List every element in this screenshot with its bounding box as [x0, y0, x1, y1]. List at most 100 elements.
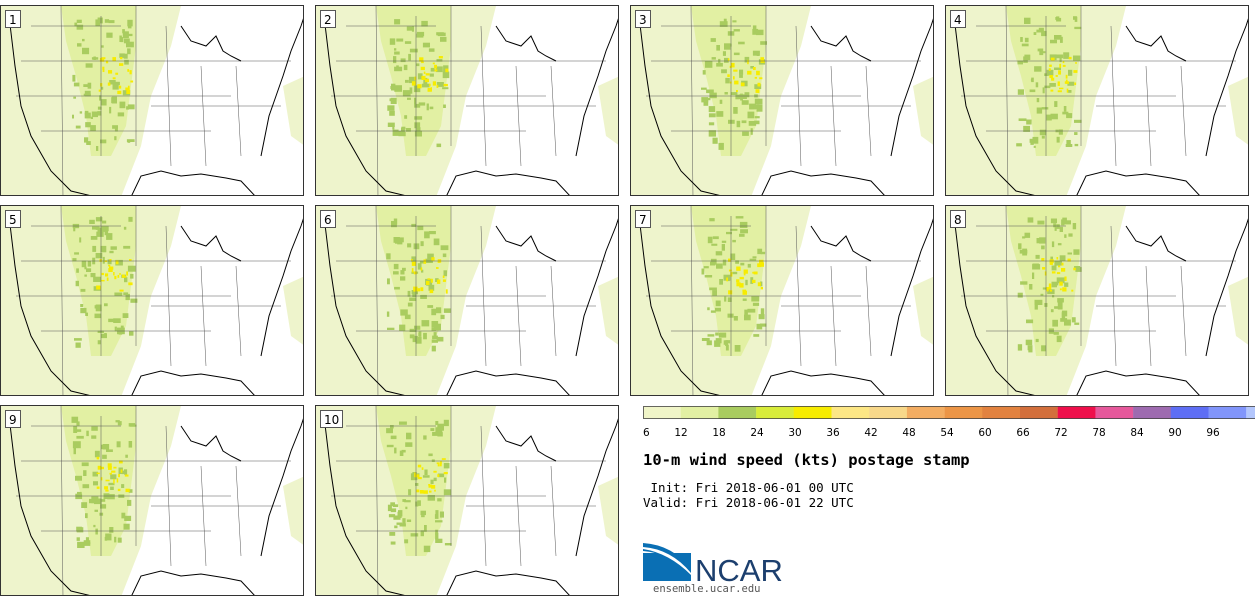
- wind-peak: [1061, 268, 1066, 272]
- wind-peak: [102, 66, 105, 70]
- wind-patch: [76, 435, 84, 439]
- wind-peak: [1058, 70, 1061, 75]
- wind-patch: [435, 278, 439, 282]
- wind-patch: [108, 482, 115, 486]
- wind-patch: [387, 504, 392, 512]
- wind-patch: [433, 332, 437, 339]
- wind-patch: [742, 131, 749, 136]
- wind-peak: [420, 287, 424, 292]
- wind-patch: [703, 99, 709, 106]
- wind-patch: [1058, 129, 1063, 135]
- wind-patch: [739, 94, 747, 99]
- wind-patch: [721, 240, 727, 243]
- wind-peak: [1059, 87, 1064, 90]
- map-panel-4: 4: [945, 5, 1249, 196]
- wind-patch: [442, 87, 449, 90]
- wind-patch: [395, 237, 402, 244]
- wind-peak: [129, 259, 132, 261]
- wind-patch: [77, 541, 85, 548]
- wind-patch: [753, 334, 760, 337]
- wind-patch: [115, 420, 120, 423]
- coastline: [323, 215, 618, 395]
- wind-patch: [390, 435, 397, 440]
- colorbar-segment: [1246, 406, 1255, 419]
- wind-peak: [1048, 68, 1051, 71]
- wind-patch: [126, 41, 134, 48]
- wind-peak: [421, 75, 426, 80]
- wind-patch: [1017, 344, 1023, 351]
- wind-patch: [442, 71, 450, 79]
- wind-patch: [724, 296, 727, 302]
- colorbar-segment: [831, 406, 870, 419]
- wind-peak: [421, 467, 424, 470]
- wind-patch: [104, 303, 108, 307]
- colorbar-segment: [680, 406, 719, 419]
- wind-patch: [420, 510, 426, 516]
- wind-patch: [709, 92, 717, 99]
- wind-patch: [120, 37, 124, 43]
- wind-peak: [438, 56, 443, 59]
- wind-patch: [401, 127, 405, 134]
- wind-patch: [396, 38, 404, 42]
- wind-patch: [406, 432, 412, 440]
- panel-number: 6: [320, 210, 336, 228]
- state-boundary: [830, 265, 837, 367]
- wind-field-band: [376, 206, 451, 356]
- wind-patch: [102, 444, 110, 450]
- wind-patch: [442, 253, 447, 258]
- wind-patch: [405, 506, 408, 510]
- wind-patch: [394, 48, 397, 51]
- wind-patch: [733, 107, 738, 114]
- wind-patch: [405, 79, 409, 83]
- wind-peak: [116, 478, 119, 483]
- wind-patch: [112, 125, 118, 129]
- state-boundary: [1180, 265, 1187, 357]
- wind-patch: [708, 122, 715, 126]
- wind-peak: [119, 63, 124, 66]
- wind-peak: [99, 259, 102, 262]
- wind-patch: [81, 260, 87, 268]
- wind-patch: [715, 307, 721, 312]
- wind-patch: [760, 251, 766, 255]
- wind-patch: [84, 274, 87, 277]
- state-boundary: [690, 6, 694, 195]
- wind-patch: [711, 57, 716, 60]
- panel-number: 7: [635, 210, 651, 228]
- wind-patch: [414, 130, 422, 137]
- wind-field-atlantic: [283, 476, 303, 545]
- wind-patch: [1064, 319, 1071, 326]
- wind-patch: [435, 421, 439, 425]
- colorbar-tick-label: 84: [1130, 427, 1144, 439]
- wind-patch: [1074, 16, 1078, 22]
- wind-peak: [99, 58, 105, 62]
- wind-patch: [1029, 89, 1036, 93]
- wind-speed-colorbar: 6 12 18 24 30 36 42 48 54 60 66 72 78 84 90 96: [643, 406, 1255, 439]
- wind-patch: [730, 228, 738, 231]
- wind-patch: [1060, 36, 1063, 43]
- wind-peak: [445, 472, 448, 474]
- wind-patch: [749, 105, 754, 110]
- wind-peak: [105, 273, 109, 277]
- wind-peak: [757, 263, 762, 268]
- wind-patch: [72, 258, 77, 262]
- wind-peak: [1061, 262, 1064, 266]
- wind-patch: [722, 51, 726, 56]
- wind-peak: [117, 90, 122, 95]
- wind-patch: [126, 106, 129, 110]
- wind-patch: [712, 290, 717, 296]
- wind-field-atlantic: [1228, 276, 1248, 345]
- wind-patch: [99, 95, 102, 101]
- wind-patch: [121, 484, 125, 488]
- wind-patch: [423, 545, 431, 553]
- wind-peak: [736, 279, 740, 283]
- wind-patch: [706, 89, 714, 94]
- colorbar-tick-label: 36: [826, 427, 840, 439]
- wind-peak: [122, 276, 127, 278]
- wind-patch: [405, 442, 413, 447]
- wind-patch: [1041, 245, 1045, 250]
- wind-patch: [704, 61, 713, 68]
- wind-patch: [1054, 101, 1058, 107]
- wind-patch: [92, 471, 98, 477]
- coastline: [8, 15, 303, 195]
- wind-peak: [130, 80, 134, 83]
